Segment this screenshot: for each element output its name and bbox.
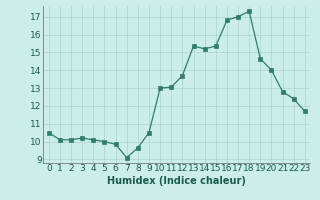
X-axis label: Humidex (Indice chaleur): Humidex (Indice chaleur): [108, 176, 246, 186]
